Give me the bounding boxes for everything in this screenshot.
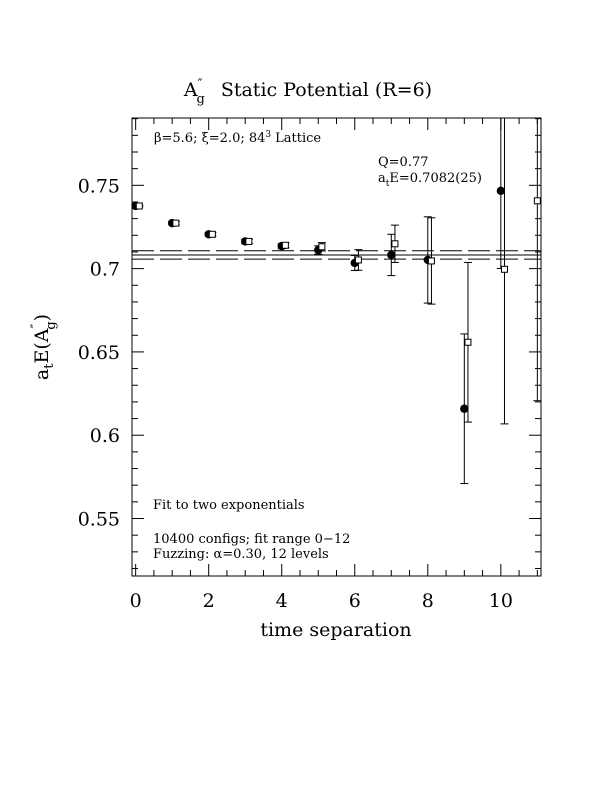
marker-open-square <box>354 256 362 264</box>
marker-open-square <box>135 202 143 210</box>
marker-filled-circle <box>460 404 469 413</box>
fit-band <box>132 250 541 260</box>
marker-open-square <box>208 230 216 238</box>
marker-open-square <box>172 219 180 227</box>
x-tick-labels: 0 2 4 6 8 10 <box>130 590 513 612</box>
square-point <box>135 202 144 210</box>
marker-open-square <box>464 338 472 346</box>
title-subscript: g <box>197 92 205 107</box>
y-label-close: ) <box>31 314 53 321</box>
y-axis-label: atE(A″g) <box>29 314 59 380</box>
marker-open-square <box>533 197 541 205</box>
y-tick-label: 0.65 <box>78 342 120 364</box>
lattice-annotation: β=5.6; ξ=2.0; 843 Lattice <box>154 130 321 146</box>
marker-open-square <box>245 237 253 245</box>
marker-open-square <box>318 243 326 251</box>
square-point <box>281 241 290 249</box>
data-points <box>131 118 542 485</box>
x-axis-label: time separation <box>260 619 411 641</box>
x-tick-label: 10 <box>489 590 513 612</box>
fuzzing-annotation: Fuzzing: α=0.30, 12 levels <box>153 547 329 562</box>
title-irrep: A <box>183 79 198 101</box>
square-point <box>171 219 180 227</box>
y-tick-label: 0.55 <box>78 509 120 531</box>
square-point <box>354 249 363 271</box>
square-point <box>390 224 399 263</box>
energy-sub: t <box>386 179 390 189</box>
energy-a: a <box>378 171 386 186</box>
x-tick-label: 4 <box>276 590 288 612</box>
x-tick-label: 6 <box>349 590 361 612</box>
configs-annotation: 10400 configs; fit range 0−12 <box>153 532 350 547</box>
marker-filled-circle <box>496 186 506 196</box>
square-point <box>427 217 436 305</box>
square-point <box>463 261 472 423</box>
energy-rest: E=0.7082(25) <box>389 171 482 186</box>
q-value: Q=0.77 <box>378 155 429 170</box>
y-label-sup: ″ <box>29 324 44 329</box>
lattice-word: Lattice <box>275 131 321 146</box>
y-label-sub-t: t <box>42 363 57 369</box>
y-tick-labels: 0.55 0.6 0.65 0.7 0.75 <box>78 175 120 530</box>
square-point <box>533 118 542 402</box>
energy-value: atE=0.7082(25) <box>378 171 482 189</box>
fit-description: Fit to two exponentials <box>153 498 305 513</box>
x-tick-label: 8 <box>422 590 434 612</box>
xi-value: ξ=2.0; <box>202 131 245 146</box>
y-tick-label: 0.7 <box>90 259 120 281</box>
circle-point <box>496 118 506 269</box>
beta-value: β=5.6; <box>154 131 197 146</box>
y-label-a: a <box>31 369 53 380</box>
y-tick-label: 0.6 <box>90 425 120 447</box>
lattice-size-exponent: 3 <box>265 130 271 140</box>
y-label-e: E(A <box>31 328 53 363</box>
y-tick-label: 0.75 <box>78 175 120 197</box>
marker-open-square <box>281 241 289 249</box>
square-point <box>500 118 509 425</box>
lattice-size: 84 <box>249 131 266 146</box>
axis-ticks <box>132 118 541 576</box>
marker-open-square <box>427 257 435 265</box>
y-label-sub: g <box>44 321 59 329</box>
chart-title: A″ g Static Potential (R=6) <box>183 77 432 107</box>
square-point <box>244 237 253 245</box>
x-tick-label: 0 <box>130 590 142 612</box>
square-point <box>208 230 217 238</box>
title-superscript: ″ <box>198 77 203 92</box>
circle-point <box>460 333 469 485</box>
square-point <box>317 242 326 252</box>
x-tick-label: 2 <box>203 590 215 612</box>
marker-open-square <box>391 240 399 248</box>
title-rest: Static Potential (R=6) <box>221 79 432 101</box>
marker-open-square <box>500 265 508 273</box>
circle-point <box>387 233 396 277</box>
marker-filled-circle <box>387 250 396 260</box>
